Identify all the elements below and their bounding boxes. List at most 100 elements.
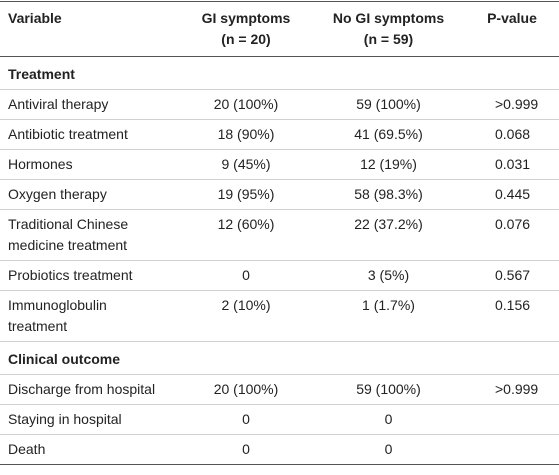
gi-value: 20 (100%) bbox=[213, 381, 279, 397]
gi-value: 0 bbox=[242, 411, 250, 427]
gi-value: 0 bbox=[242, 267, 250, 283]
data-row: Antibiotic treatment 18 (90%) 41 (69.5%) 0.… bbox=[0, 119, 559, 150]
gi-value: 12 (60%) bbox=[217, 216, 275, 232]
p-value: 0.031 bbox=[495, 156, 531, 172]
cell: Discharge from hospital bbox=[0, 374, 180, 405]
cell: 0 bbox=[310, 434, 465, 465]
section-title: Clinical outcome bbox=[8, 351, 121, 367]
cell: Antibiotic treatment bbox=[0, 119, 180, 150]
data-row: Hormones 9 (45%) 12 (19%) 0.031 bbox=[0, 149, 559, 180]
cell: 0.031 bbox=[465, 149, 559, 180]
section-cell: Treatment bbox=[0, 56, 559, 90]
variable-label: Traditional Chinese medicine treatment bbox=[8, 216, 129, 253]
variable-label: Immunoglobulin treatment bbox=[8, 297, 107, 334]
cell: Antiviral therapy bbox=[0, 89, 180, 120]
header-text: No GI symptoms bbox=[332, 10, 445, 26]
no-gi-value: 22 (37.2%) bbox=[354, 216, 423, 232]
data-row: Antiviral therapy 20 (100%) 59 (100%) >0.99… bbox=[0, 89, 559, 120]
no-gi-value: 0 bbox=[384, 411, 393, 427]
cell: 12 (19%) bbox=[310, 149, 465, 180]
gi-value: 0 bbox=[242, 441, 250, 457]
cell: 0 bbox=[180, 260, 310, 291]
cell: >0.999 bbox=[465, 89, 559, 120]
header-cell: Variable bbox=[0, 1, 180, 57]
no-gi-value: 0 bbox=[384, 441, 393, 457]
cell: 59 (100%) bbox=[310, 374, 465, 405]
cell: >0.999 bbox=[465, 374, 559, 405]
cell: 1 (1.7%) bbox=[310, 290, 465, 342]
cell: 3 (5%) bbox=[310, 260, 465, 291]
data-table: Variable GI symptoms (n = 20) No GI sympt… bbox=[0, 1, 559, 465]
cell: Staying in hospital bbox=[0, 404, 180, 435]
cell: 0.076 bbox=[465, 209, 559, 261]
section-title: Treatment bbox=[8, 66, 75, 82]
cell: 0 bbox=[180, 434, 310, 465]
section-row: Clinical outcome bbox=[0, 341, 559, 375]
header-text: Variable bbox=[8, 10, 62, 26]
header-cell: No GI symptoms (n = 59) bbox=[310, 1, 465, 57]
cell: 22 (37.2%) bbox=[310, 209, 465, 261]
data-row: Death 0 0 bbox=[0, 434, 559, 465]
section-cell: Clinical outcome bbox=[0, 341, 559, 375]
cell: 0.068 bbox=[465, 119, 559, 150]
cell: Hormones bbox=[0, 149, 180, 180]
gi-value: 2 (10%) bbox=[221, 297, 271, 313]
variable-label: Death bbox=[8, 441, 46, 457]
cell: Death bbox=[0, 434, 180, 465]
no-gi-value: 59 (100%) bbox=[356, 381, 421, 397]
cell: Immunoglobulin treatment bbox=[0, 290, 180, 342]
data-row: Oxygen therapy 19 (95%) 58 (98.3%) 0.445 bbox=[0, 179, 559, 210]
cell: 18 (90%) bbox=[180, 119, 310, 150]
gi-value: 20 (100%) bbox=[213, 96, 279, 112]
no-gi-value: 59 (100%) bbox=[356, 96, 421, 112]
no-gi-value: 58 (98.3%) bbox=[354, 186, 423, 202]
variable-label: Oxygen therapy bbox=[8, 186, 107, 202]
data-row: Probiotics treatment 0 3 (5%) 0.567 bbox=[0, 260, 559, 291]
cell: 0 bbox=[180, 404, 310, 435]
header-cell: P-value bbox=[465, 1, 559, 57]
data-row: Traditional Chinese medicine treatment 12… bbox=[0, 209, 559, 261]
header-n: (n = 20) bbox=[221, 31, 271, 47]
cell: 19 (95%) bbox=[180, 179, 310, 210]
p-value: 0.445 bbox=[495, 186, 531, 202]
variable-label: Probiotics treatment bbox=[8, 267, 133, 283]
cell: 0.445 bbox=[465, 179, 559, 210]
header-n: (n = 59) bbox=[363, 31, 414, 47]
cell: 58 (98.3%) bbox=[310, 179, 465, 210]
cell: 41 (69.5%) bbox=[310, 119, 465, 150]
variable-label: Hormones bbox=[8, 156, 73, 172]
no-gi-value: 41 (69.5%) bbox=[354, 126, 423, 142]
cell: 20 (100%) bbox=[180, 89, 310, 120]
cell: Traditional Chinese medicine treatment bbox=[0, 209, 180, 261]
cell: Probiotics treatment bbox=[0, 260, 180, 291]
p-value: 0.567 bbox=[495, 267, 531, 283]
p-value: 0.068 bbox=[495, 126, 531, 142]
no-gi-value: 3 (5%) bbox=[367, 267, 410, 283]
header-text: P-value bbox=[487, 10, 537, 26]
header-row: Variable GI symptoms (n = 20) No GI sympt… bbox=[0, 1, 559, 57]
cell bbox=[465, 404, 559, 435]
data-row: Immunoglobulin treatment 2 (10%) 1 (1.7%) 0… bbox=[0, 290, 559, 342]
p-value: >0.999 bbox=[495, 381, 539, 397]
header-cell: GI symptoms (n = 20) bbox=[180, 1, 310, 57]
header-text: GI symptoms bbox=[201, 10, 291, 26]
cell: 59 (100%) bbox=[310, 89, 465, 120]
cell: 9 (45%) bbox=[180, 149, 310, 180]
cell: 20 (100%) bbox=[180, 374, 310, 405]
variable-label: Antibiotic treatment bbox=[8, 126, 128, 142]
cell: 0.156 bbox=[465, 290, 559, 342]
no-gi-value: 12 (19%) bbox=[360, 156, 417, 172]
data-row: Discharge from hospital 20 (100%) 59 (100%… bbox=[0, 374, 559, 405]
table-header: Variable GI symptoms (n = 20) No GI sympt… bbox=[0, 1, 559, 57]
gi-value: 18 (90%) bbox=[217, 126, 275, 142]
data-row: Staying in hospital 0 0 bbox=[0, 404, 559, 435]
no-gi-value: 1 (1.7%) bbox=[362, 297, 415, 313]
variable-label: Antiviral therapy bbox=[8, 96, 109, 112]
variable-label: Staying in hospital bbox=[8, 411, 122, 427]
p-value: 0.076 bbox=[495, 216, 531, 232]
cell: 12 (60%) bbox=[180, 209, 310, 261]
cell: 2 (10%) bbox=[180, 290, 310, 342]
p-value: >0.999 bbox=[495, 96, 539, 112]
cell bbox=[465, 434, 559, 465]
